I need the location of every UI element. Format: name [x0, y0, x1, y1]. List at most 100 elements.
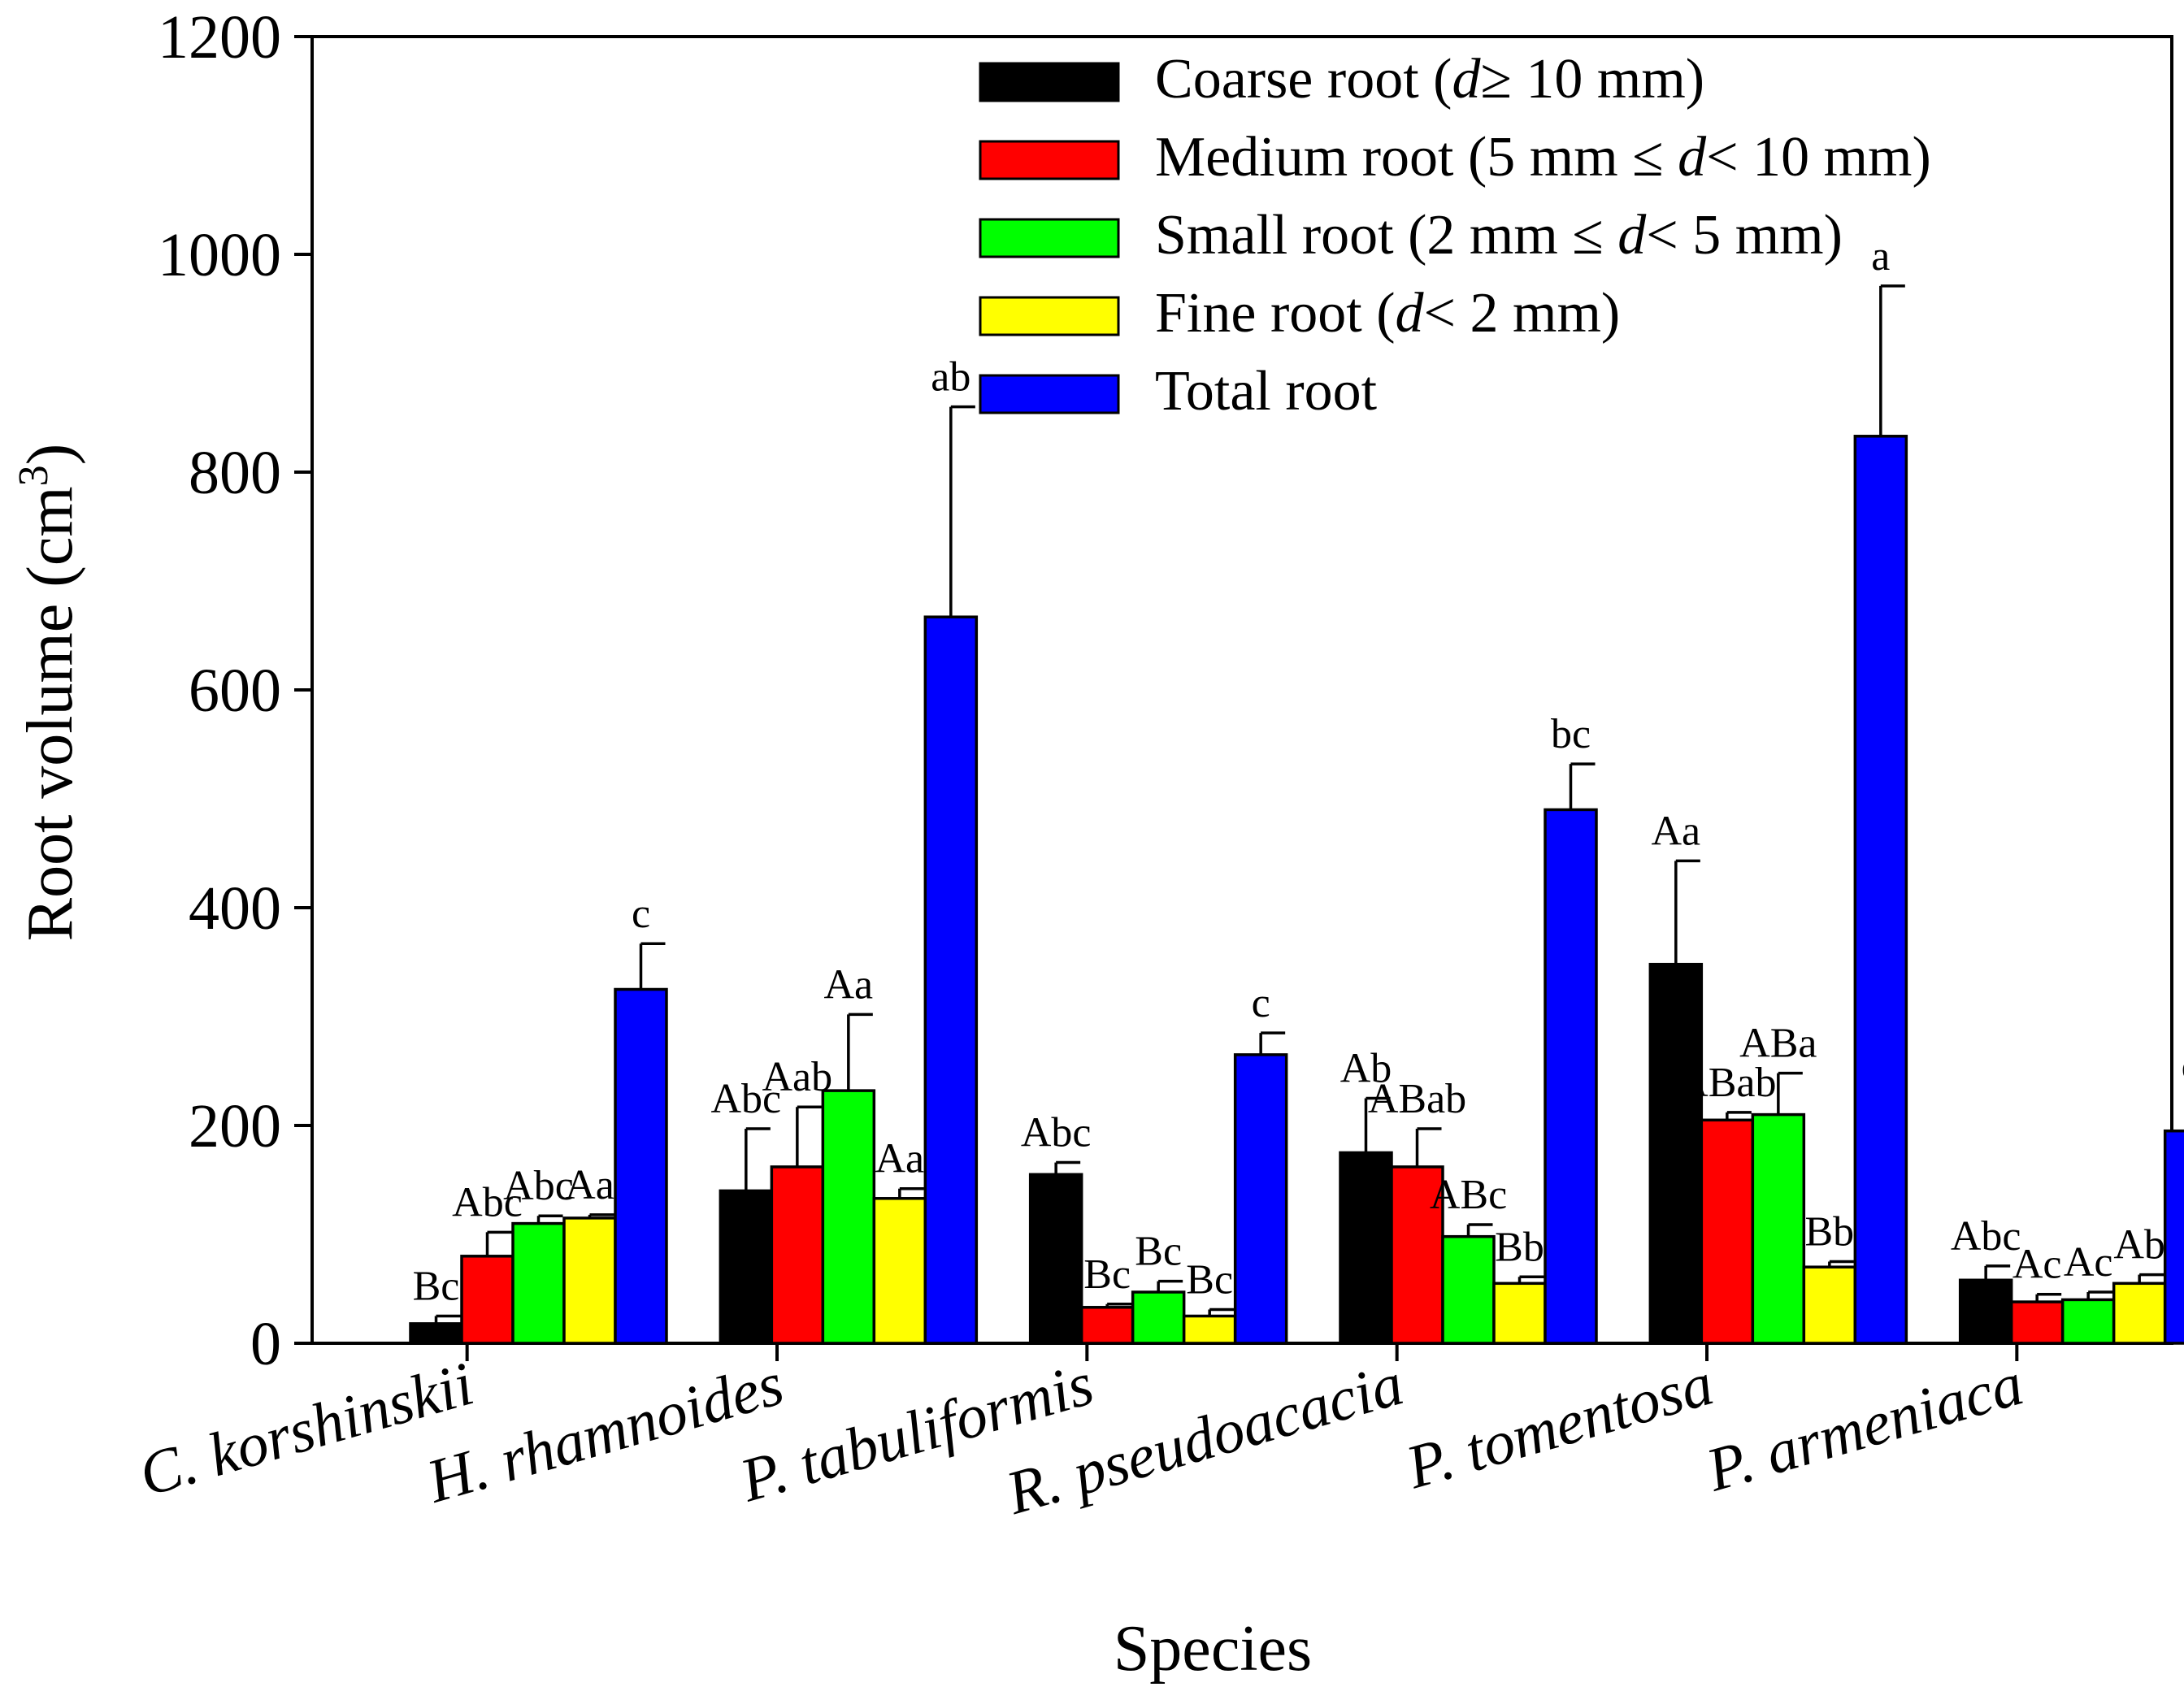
x-tick-label: C. korshinskii: [132, 1350, 480, 1510]
y-axis-title-main: Root volume (cm: [15, 486, 86, 941]
data-label: Bc: [413, 1264, 460, 1310]
legend-text-italic: d: [1396, 282, 1425, 345]
legend: Coarse root (d≥ 10 mm)Medium root (5 mm …: [979, 48, 1931, 423]
legend-entry-text: Small root (2 mm ≤ d< 5 mm): [1155, 204, 1843, 267]
data-label: Bc: [1186, 1256, 1233, 1303]
bar: [1802, 1265, 1857, 1345]
bar: [821, 1089, 876, 1345]
bar: [2112, 1282, 2167, 1345]
data-label: ab: [931, 354, 970, 401]
y-tick-label: 600: [189, 657, 281, 725]
legend-text-part: < 5 mm): [1646, 204, 1843, 267]
bar: [460, 1255, 515, 1345]
bar: [1182, 1314, 1237, 1345]
bar: [872, 1197, 927, 1345]
data-label: Abc: [1021, 1110, 1092, 1156]
legend-swatch: [979, 218, 1120, 258]
legend-text-italic: d: [1617, 204, 1647, 267]
y-tick-label: 1000: [158, 221, 281, 289]
y-tick-label: 400: [189, 874, 281, 943]
bar: [511, 1221, 566, 1345]
bar: [409, 1322, 463, 1345]
data-label: Aa: [1652, 808, 1701, 854]
y-axis-title-sup: 3: [11, 465, 57, 486]
data-label: ABc: [1430, 1172, 1507, 1218]
legend-text-part: < 2 mm): [1424, 282, 1621, 345]
bar: [1441, 1234, 1496, 1345]
legend-text-part: Fine root (: [1155, 282, 1396, 345]
y-tick-label: 0: [250, 1310, 281, 1378]
legend-entry-text: Coarse root (d≥ 10 mm): [1155, 48, 1704, 111]
bar: [2009, 1300, 2065, 1345]
data-label: Ac: [2012, 1242, 2062, 1288]
data-label: Bc: [1135, 1229, 1182, 1275]
data-label: ABab: [1678, 1060, 1776, 1106]
bar: [562, 1216, 617, 1345]
legend-text-part: Medium root (5 mm ≤: [1155, 126, 1678, 189]
bar: [1751, 1112, 1806, 1345]
bar: [2163, 1129, 2184, 1345]
legend-text-part: < 10 mm): [1706, 126, 1931, 189]
data-label: Bb: [1804, 1209, 1854, 1255]
y-tick-label: 1200: [158, 3, 281, 72]
bar: [719, 1189, 774, 1345]
y-tick-label: 200: [189, 1092, 281, 1160]
data-label: Abc: [1951, 1213, 2021, 1260]
legend-entry-text: Medium root (5 mm ≤ d< 10 mm): [1155, 126, 1931, 189]
data-label: ABa: [1739, 1021, 1817, 1067]
legend-entry-text: Fine root (d< 2 mm): [1155, 282, 1620, 345]
data-label: Bc: [1083, 1251, 1131, 1298]
data-label: Abc: [503, 1163, 574, 1209]
legend-entry-text: Total root: [1155, 360, 1378, 423]
bar: [1544, 808, 1598, 1345]
legend-text-italic: d: [1678, 126, 1707, 189]
bar: [923, 615, 979, 1345]
data-label: bc: [1551, 711, 1591, 757]
x-tick-label: H. rhamnoides: [419, 1350, 791, 1516]
bar: [1079, 1306, 1135, 1345]
legend-text-part: ≥ 10 mm): [1480, 48, 1704, 111]
data-label: c: [2182, 1043, 2184, 1090]
bar: [2060, 1298, 2116, 1345]
bar: [1131, 1290, 1186, 1345]
data-label: c: [632, 891, 650, 937]
y-axis-title: Root volume (cm3): [11, 444, 86, 942]
legend-swatch: [979, 296, 1120, 336]
bar: [1700, 1118, 1755, 1345]
legend-text-italic: d: [1452, 48, 1481, 111]
data-label: Abc: [452, 1179, 523, 1225]
data-label: a: [1871, 233, 1890, 280]
bar: [1853, 435, 1908, 1345]
data-label: Aa: [875, 1136, 925, 1182]
x-tick-label: P. tomentosa: [1399, 1350, 1721, 1503]
bar: [1648, 962, 1704, 1345]
data-label: Ab: [2113, 1222, 2165, 1268]
x-tick-label: P. armeniaca: [1699, 1350, 2030, 1505]
y-axis-title-end: ): [15, 444, 86, 466]
legend-text-part: Small root (2 mm ≤: [1155, 204, 1617, 267]
data-label: Bb: [1495, 1224, 1544, 1270]
legend-swatch: [979, 374, 1120, 414]
x-axis-title: Species: [1114, 1613, 1312, 1685]
legend-text-part: Coarse root (: [1155, 48, 1452, 111]
bar: [770, 1165, 825, 1345]
data-label: Abc: [711, 1076, 782, 1122]
data-label: Aab: [762, 1054, 833, 1100]
data-label: Aa: [824, 961, 874, 1008]
bar: [1233, 1053, 1288, 1345]
bar: [1028, 1173, 1083, 1345]
legend-swatch: [979, 140, 1120, 180]
bar: [1492, 1282, 1547, 1345]
data-label: Ac: [2064, 1239, 2113, 1286]
y-tick-label: 800: [189, 439, 281, 507]
data-label: ABab: [1368, 1076, 1466, 1122]
data-label: Aa: [565, 1162, 614, 1208]
legend-swatch: [979, 62, 1120, 102]
bar: [1339, 1151, 1393, 1345]
data-label: c: [1252, 980, 1270, 1026]
bar: [1958, 1278, 2013, 1345]
legend-text-part: Total root: [1155, 360, 1378, 423]
data-label: Ab: [1340, 1046, 1392, 1092]
bar: [614, 987, 668, 1345]
